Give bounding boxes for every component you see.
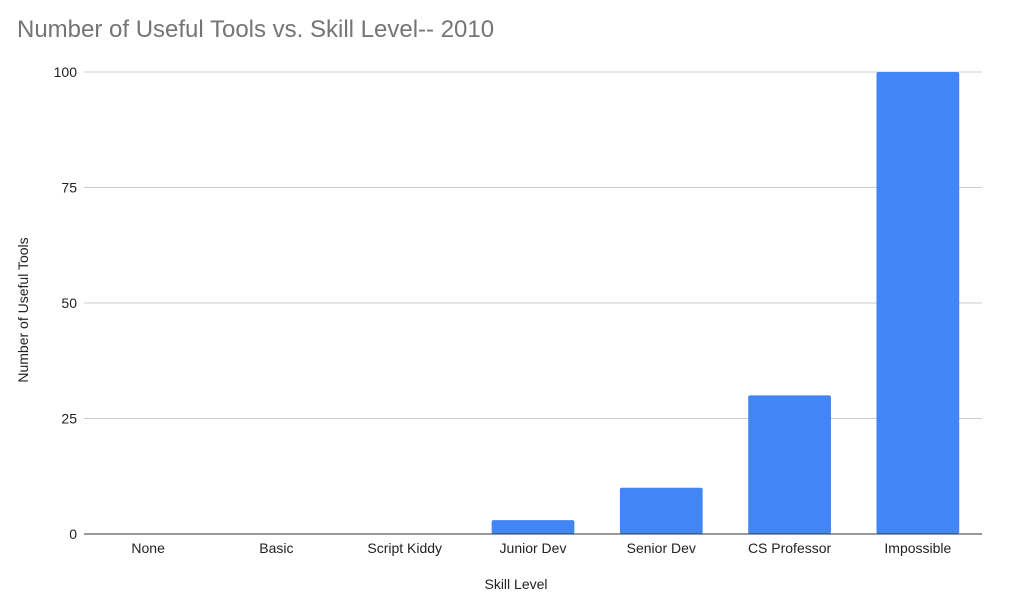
x-tick-label: Script Kiddy <box>367 540 442 556</box>
x-tick-label: CS Professor <box>748 540 832 556</box>
chart-title: Number of Useful Tools vs. Skill Level--… <box>17 16 495 43</box>
bar <box>876 72 960 534</box>
y-tick-label: 0 <box>69 526 77 542</box>
y-axis-ticks: 0 25 50 75 100 <box>54 64 78 542</box>
x-axis-ticks: None Basic Script Kiddy Junior Dev Senior De… <box>131 540 951 556</box>
x-tick-label: Basic <box>259 540 293 556</box>
x-tick-label: Impossible <box>884 540 951 556</box>
gridlines <box>84 71 982 419</box>
y-tick-label: 50 <box>61 295 77 311</box>
y-tick-label: 75 <box>61 180 77 196</box>
x-tick-label: Junior Dev <box>500 540 567 556</box>
x-tick-label: Senior Dev <box>627 540 696 556</box>
y-tick-label: 100 <box>54 64 78 80</box>
x-tick-label: None <box>131 540 165 556</box>
y-tick-label: 25 <box>61 411 77 427</box>
bars <box>491 72 960 534</box>
bar <box>748 395 831 534</box>
x-axis-title: Skill Level <box>484 576 547 592</box>
bar <box>619 487 703 534</box>
y-axis-title: Number of Useful Tools <box>15 237 31 382</box>
bar <box>491 520 575 534</box>
